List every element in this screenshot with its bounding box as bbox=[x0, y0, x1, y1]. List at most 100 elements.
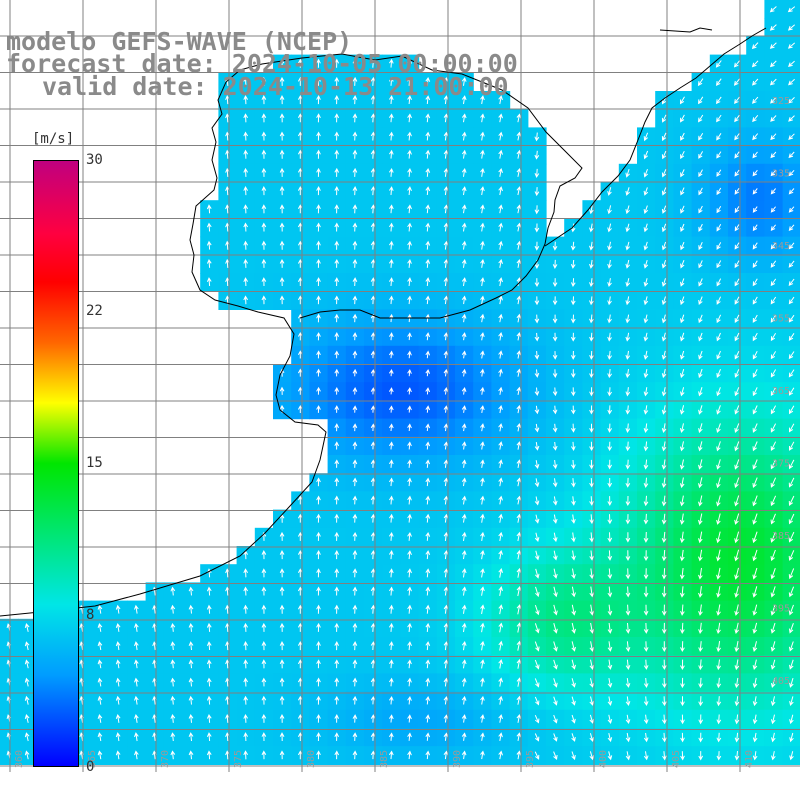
wind-arrow bbox=[661, 459, 667, 470]
wind-arrow bbox=[480, 459, 485, 468]
wind-arrow bbox=[607, 259, 612, 269]
wind-arrow bbox=[770, 459, 777, 470]
wind-arrow bbox=[407, 677, 412, 687]
wind-arrow bbox=[334, 477, 340, 487]
wind-arrow bbox=[552, 278, 558, 288]
wind-arrow bbox=[698, 423, 703, 434]
wind-arrow bbox=[752, 567, 758, 580]
wind-arrow bbox=[752, 260, 758, 268]
wind-arrow bbox=[388, 513, 394, 523]
wind-arrow bbox=[24, 695, 30, 705]
wind-arrow bbox=[425, 641, 431, 651]
wind-arrow bbox=[134, 677, 139, 687]
wind-arrow bbox=[769, 6, 777, 13]
wind-arrow bbox=[589, 332, 594, 342]
wind-arrow bbox=[643, 659, 649, 670]
wind-arrow bbox=[734, 405, 740, 415]
wind-arrow bbox=[461, 477, 467, 487]
wind-arrow bbox=[680, 260, 685, 269]
grid-label-bottom: 400 bbox=[598, 750, 609, 768]
grid-labels: 325 335 345 355 365 375 385 395 405 360 365 370 375 3… bbox=[14, 96, 790, 768]
wind-arrow bbox=[716, 622, 721, 635]
wind-arrow bbox=[770, 714, 776, 725]
wind-arrow bbox=[425, 531, 431, 541]
wind-arrow bbox=[388, 423, 394, 432]
wind-arrow bbox=[733, 60, 740, 68]
wind-arrow bbox=[516, 131, 522, 141]
wind-arrow bbox=[388, 405, 394, 413]
wind-arrow bbox=[607, 459, 613, 470]
wind-arrow bbox=[571, 478, 576, 488]
wind-arrow bbox=[679, 568, 685, 580]
wind-arrow bbox=[734, 296, 740, 305]
wind-arrow bbox=[316, 350, 321, 359]
wind-arrow bbox=[661, 296, 667, 306]
wind-arrow bbox=[552, 460, 558, 470]
wind-arrow bbox=[643, 604, 649, 616]
wind-arrow bbox=[661, 278, 667, 287]
wind-arrow bbox=[716, 513, 721, 525]
wind-arrow bbox=[352, 622, 358, 632]
wind-arrow bbox=[316, 695, 321, 705]
wind-arrow bbox=[534, 733, 540, 742]
wind-arrow bbox=[352, 641, 358, 651]
wind-arrow bbox=[279, 277, 285, 287]
wind-arrow bbox=[206, 713, 212, 723]
wind-arrow bbox=[443, 459, 449, 468]
wind-arrow bbox=[370, 113, 376, 123]
wind-arrow bbox=[788, 604, 794, 616]
wind-arrow bbox=[643, 241, 649, 251]
wind-arrow bbox=[534, 568, 540, 579]
wind-arrow bbox=[261, 186, 267, 196]
colorbar-tick-22: 22 bbox=[86, 303, 103, 319]
wind-arrow bbox=[661, 586, 667, 598]
wind-arrow bbox=[625, 568, 631, 580]
wind-arrow bbox=[534, 678, 540, 688]
wind-arrow bbox=[480, 313, 485, 323]
wind-arrow bbox=[661, 513, 667, 525]
wind-arrow bbox=[661, 114, 667, 123]
wind-arrow bbox=[443, 95, 449, 105]
wind-arrow bbox=[188, 750, 194, 760]
wind-arrow bbox=[443, 477, 449, 487]
wind-arrow bbox=[553, 641, 558, 652]
wind-arrow bbox=[188, 604, 194, 614]
wind-arrow bbox=[570, 296, 576, 306]
wind-arrow bbox=[279, 113, 285, 123]
wind-arrow bbox=[261, 568, 267, 578]
wind-arrow bbox=[751, 60, 759, 68]
wind-arrow bbox=[261, 550, 267, 560]
wind-arrow bbox=[279, 713, 285, 723]
wind-arrow bbox=[461, 568, 467, 578]
wind-arrow bbox=[443, 750, 449, 760]
wind-arrow bbox=[752, 586, 758, 598]
wind-arrow bbox=[352, 459, 358, 468]
wind-arrow bbox=[425, 622, 431, 632]
wind-arrow bbox=[715, 78, 722, 86]
wind-arrow bbox=[461, 149, 467, 159]
wind-arrow bbox=[607, 568, 613, 580]
wind-arrow bbox=[334, 131, 340, 141]
wind-arrow bbox=[788, 531, 795, 543]
wind-arrow bbox=[407, 586, 412, 596]
wind-arrow bbox=[625, 714, 631, 725]
wind-arrow bbox=[334, 113, 340, 123]
wind-arrow bbox=[24, 622, 30, 632]
wind-arrow bbox=[115, 695, 121, 705]
wind-arrow bbox=[643, 223, 649, 233]
wind-arrow bbox=[661, 350, 667, 360]
wind-arrow bbox=[480, 531, 485, 541]
wind-arrow bbox=[388, 76, 394, 86]
wind-arrow bbox=[534, 332, 540, 342]
wind-arrow bbox=[407, 113, 412, 123]
wind-arrow bbox=[788, 550, 795, 561]
wind-arrow bbox=[443, 76, 449, 86]
wind-arrow bbox=[425, 95, 431, 105]
wind-arrow bbox=[370, 167, 376, 177]
wind-arrow bbox=[679, 459, 685, 470]
wind-arrow bbox=[752, 169, 758, 177]
wind-arrow bbox=[388, 131, 394, 141]
wind-arrow bbox=[589, 223, 594, 233]
wind-arrow bbox=[352, 604, 358, 614]
wind-arrow bbox=[752, 622, 758, 634]
